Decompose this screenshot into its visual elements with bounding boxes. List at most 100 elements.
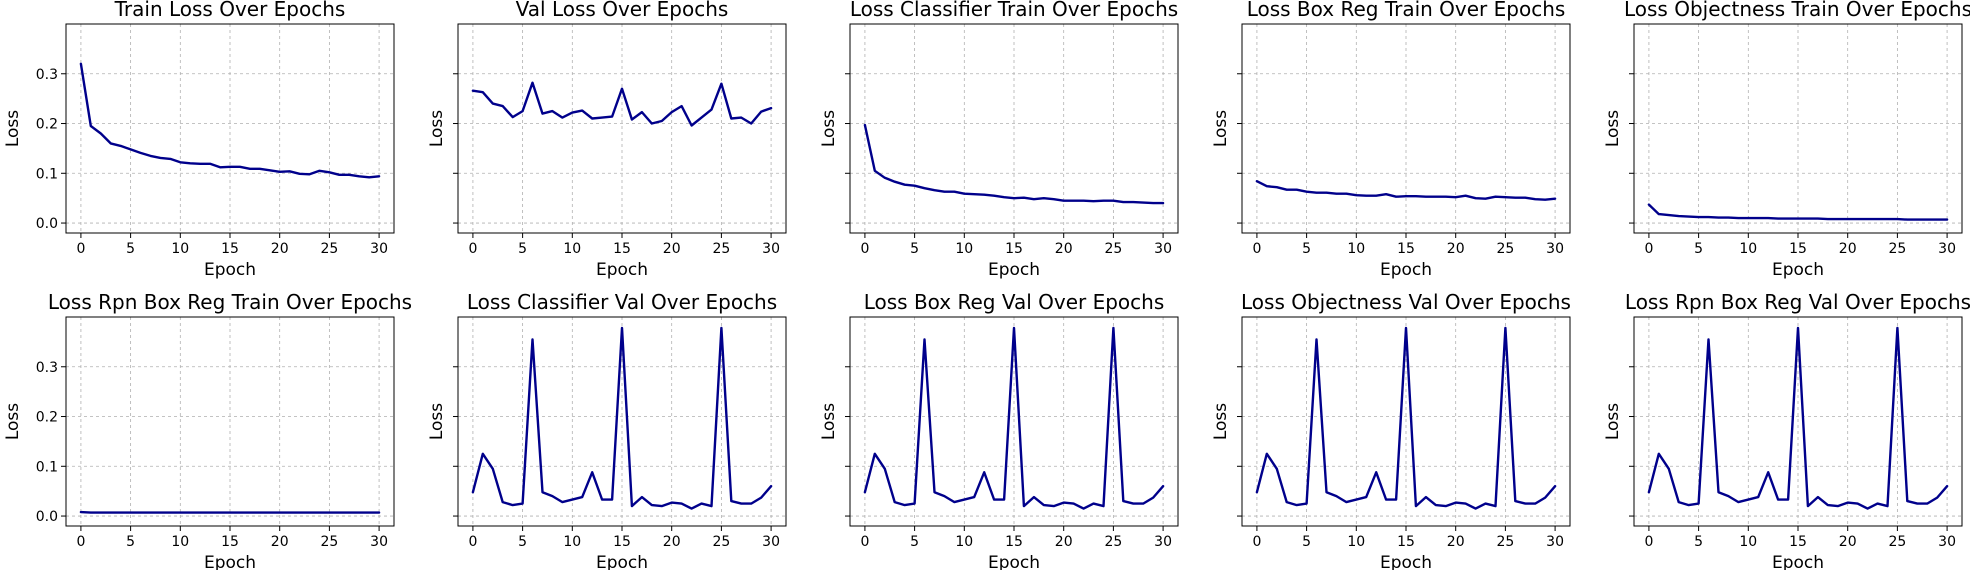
x-tick-label: 25 [712, 534, 730, 550]
x-axis-label: Epoch [204, 553, 256, 570]
x-tick-label: 10 [1739, 534, 1757, 550]
x-tick-label: 20 [1839, 241, 1857, 257]
x-tick-label: 0 [76, 241, 85, 257]
y-axis-label: Loss [1603, 110, 1623, 147]
x-tick-label: 30 [1938, 534, 1956, 550]
y-tick-label: 0.0 [36, 509, 58, 525]
chart-panel-5: 0 5 10 15 20 25 30 Loss Objectness Train Over E… [1603, 0, 1970, 280]
y-axis-label: Loss [1603, 403, 1623, 440]
x-tick-label: 20 [663, 534, 681, 550]
x-tick-label: 5 [126, 534, 135, 550]
chart-title: Loss Box Reg Train Over Epochs [1247, 0, 1566, 21]
x-tick-label: 5 [126, 241, 135, 257]
x-tick-label: 25 [712, 241, 730, 257]
x-tick-label: 25 [1496, 534, 1514, 550]
x-tick-label: 15 [1397, 241, 1415, 257]
loss-series-line [79, 62, 381, 179]
x-tick-label: 0 [1252, 534, 1261, 550]
y-tick-label: 0.3 [36, 67, 58, 83]
x-tick-label: 30 [1546, 534, 1564, 550]
x-tick-label: 20 [1055, 534, 1073, 550]
x-tick-label: 15 [1005, 241, 1023, 257]
x-tick-label: 20 [1055, 241, 1073, 257]
loss-series-line [471, 81, 773, 127]
x-tick-label: 15 [1789, 534, 1807, 550]
x-tick-label: 15 [221, 241, 239, 257]
x-tick-label: 25 [1888, 241, 1906, 257]
chart-title: Loss Box Reg Val Over Epochs [864, 290, 1165, 314]
x-tick-label: 5 [518, 534, 527, 550]
x-tick-label: 10 [1347, 241, 1365, 257]
x-tick-label: 20 [271, 534, 289, 550]
x-tick-label: 5 [1694, 241, 1703, 257]
loss-series-line [1255, 179, 1557, 201]
chart-panel-6: 0 5 10 15 20 25 30 0.0 0.1 0.2 0.3 Loss Rpn Box Reg… [3, 290, 412, 570]
chart-panel-1: 0 5 10 15 20 25 30 0.0 0.1 0.2 0.3 Train Loss Over … [3, 0, 395, 280]
x-tick-label: 10 [171, 534, 189, 550]
x-tick-label: 30 [1154, 534, 1172, 550]
x-tick-label: 15 [1789, 241, 1807, 257]
x-tick-label: 15 [613, 241, 631, 257]
x-tick-label: 5 [910, 534, 919, 550]
x-tick-label: 5 [1694, 534, 1703, 550]
x-tick-label: 0 [1644, 534, 1653, 550]
y-axis-label: Loss [1211, 403, 1231, 440]
x-tick-label: 0 [860, 534, 869, 550]
x-tick-label: 25 [1496, 241, 1514, 257]
x-axis-label: Epoch [1772, 260, 1824, 280]
loss-series-line [863, 326, 1165, 510]
x-tick-label: 0 [468, 534, 477, 550]
x-tick-label: 25 [1104, 534, 1122, 550]
x-tick-label: 25 [320, 534, 338, 550]
x-axis-label: Epoch [596, 553, 648, 570]
loss-series-line [863, 123, 1165, 205]
chart-panel-8: 0 5 10 15 20 25 30 Loss Box Reg Val Over Epochs… [819, 290, 1179, 570]
x-tick-label: 5 [1302, 534, 1311, 550]
x-tick-label: 25 [320, 241, 338, 257]
x-tick-label: 0 [860, 241, 869, 257]
y-axis-label: Loss [3, 403, 23, 440]
x-tick-label: 15 [613, 534, 631, 550]
x-tick-label: 30 [1938, 241, 1956, 257]
x-tick-label: 0 [1252, 241, 1261, 257]
chart-title: Loss Rpn Box Reg Val Over Epochs [1625, 290, 1970, 314]
y-axis-label: Loss [427, 110, 447, 147]
chart-title: Loss Objectness Train Over Epochs [1624, 0, 1970, 21]
x-tick-label: 5 [518, 241, 527, 257]
x-tick-label: 30 [370, 241, 388, 257]
x-tick-label: 10 [563, 534, 581, 550]
x-axis-label: Epoch [1380, 553, 1432, 570]
x-axis-label: Epoch [1380, 260, 1432, 280]
x-tick-label: 20 [663, 241, 681, 257]
x-tick-label: 30 [762, 534, 780, 550]
x-axis-label: Epoch [988, 260, 1040, 280]
chart-title: Loss Objectness Val Over Epochs [1241, 290, 1571, 314]
loss-series-line [1255, 326, 1557, 510]
loss-series-line [1647, 203, 1949, 221]
x-tick-label: 10 [955, 241, 973, 257]
x-axis-label: Epoch [988, 553, 1040, 570]
x-tick-label: 10 [955, 534, 973, 550]
x-tick-label: 10 [1347, 534, 1365, 550]
x-tick-label: 15 [221, 534, 239, 550]
chart-panel-2: 0 5 10 15 20 25 30 Val Loss Over Epochs Epoch Los… [427, 0, 787, 280]
chart-title: Loss Classifier Val Over Epochs [467, 290, 777, 314]
x-tick-label: 30 [762, 241, 780, 257]
y-tick-label: 0.0 [36, 216, 58, 232]
chart-panel-7: 0 5 10 15 20 25 30 Loss Classifier Val Over Epo… [427, 290, 787, 570]
x-axis-label: Epoch [596, 260, 648, 280]
y-axis-label: Loss [819, 403, 839, 440]
x-tick-label: 15 [1005, 534, 1023, 550]
chart-panel-4: 0 5 10 15 20 25 30 Loss Box Reg Train Over Epoc… [1211, 0, 1571, 280]
x-tick-label: 20 [1839, 534, 1857, 550]
x-axis-label: Epoch [1772, 553, 1824, 570]
loss-series-line [471, 326, 773, 510]
chart-panel-9: 0 5 10 15 20 25 30 Loss Objectness Val Over Epo… [1211, 290, 1571, 570]
x-tick-label: 0 [1644, 241, 1653, 257]
x-tick-label: 20 [1447, 241, 1465, 257]
x-tick-label: 30 [1154, 241, 1172, 257]
y-axis-label: Loss [3, 110, 23, 147]
y-tick-label: 0.3 [36, 360, 58, 376]
x-tick-label: 30 [1546, 241, 1564, 257]
